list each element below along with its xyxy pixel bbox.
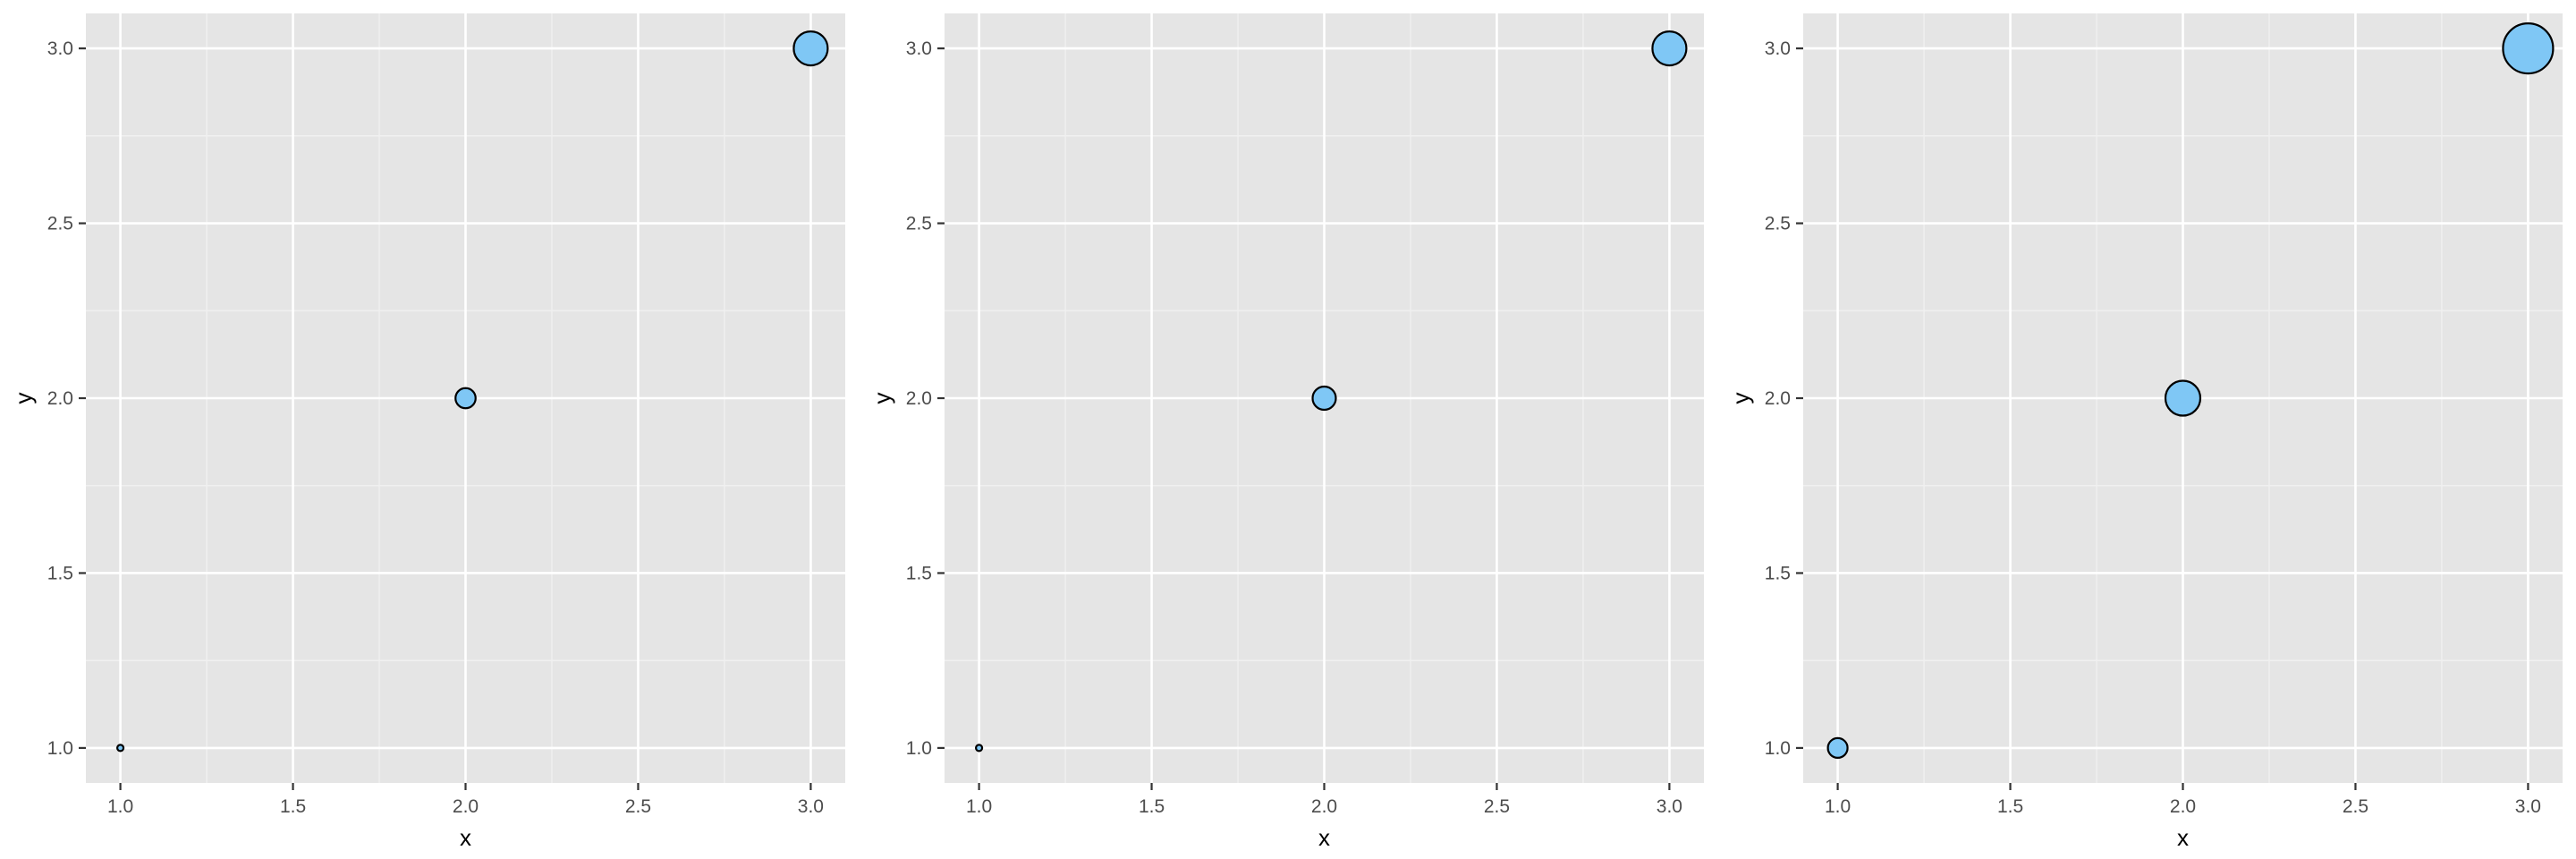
y-tick-label: 3.0 (906, 38, 932, 59)
y-tick-label: 1.5 (906, 563, 932, 583)
scatter-point-1 (974, 744, 984, 753)
y-tick-label: 2.5 (906, 214, 932, 234)
x-tick-label: 3.0 (1657, 796, 1682, 817)
x-tick-label: 1.0 (107, 796, 133, 817)
y-tick-label: 1.0 (47, 738, 73, 759)
x-tick-label: 2.5 (2343, 796, 2368, 817)
y-tick-label: 2.5 (1765, 214, 1791, 234)
scatter-point-3 (792, 30, 829, 67)
y-tick-label: 1.5 (1765, 563, 1791, 583)
y-tick-label: 1.5 (47, 563, 73, 583)
x-axis-title: x (1318, 824, 1330, 851)
y-tick-label: 3.0 (47, 38, 73, 59)
y-tick-label: 1.0 (1765, 738, 1791, 759)
scatter-point-3 (1651, 30, 1688, 67)
y-tick-label: 2.0 (47, 388, 73, 409)
x-tick-label: 1.5 (280, 796, 306, 817)
y-tick-label: 3.0 (1765, 38, 1791, 59)
x-tick-label: 1.5 (1997, 796, 2023, 817)
scatter-point-1 (115, 744, 125, 753)
x-tick-label: 2.5 (625, 796, 651, 817)
x-tick-label: 1.5 (1139, 796, 1165, 817)
x-tick-label: 3.0 (798, 796, 824, 817)
chart-panel-1: 1.0 1.5 2.0 2.5 3.0 1.0 1.5 2.0 2.5 3.0 x y (10, 13, 845, 851)
scatter-point-3 (2502, 21, 2555, 75)
x-tick-label: 1.0 (966, 796, 992, 817)
scatter-point-2 (2164, 379, 2202, 417)
scatter-point-2 (454, 387, 477, 410)
x-tick-label: 2.0 (1311, 796, 1337, 817)
chart-panel-3: 1.0 1.5 2.0 2.5 3.0 1.0 1.5 2.0 2.5 3.0 x y (1727, 13, 2563, 851)
x-tick-label: 2.0 (453, 796, 479, 817)
x-axis-title: x (460, 824, 471, 851)
y-tick-label: 1.0 (906, 738, 932, 759)
chart-panel-2: 1.0 1.5 2.0 2.5 3.0 1.0 1.5 2.0 2.5 3.0 x y (869, 13, 1704, 851)
y-axis-title: y (869, 393, 895, 404)
x-tick-label: 3.0 (2515, 796, 2541, 817)
y-axis-title: y (10, 393, 37, 404)
x-tick-label: 2.5 (1484, 796, 1510, 817)
y-tick-label: 2.5 (47, 214, 73, 234)
y-tick-label: 2.0 (1765, 388, 1791, 409)
scatter-point-1 (1826, 736, 1849, 760)
y-axis-title: y (1727, 393, 1754, 404)
x-tick-label: 1.0 (1825, 796, 1851, 817)
x-tick-label: 2.0 (2170, 796, 2196, 817)
scatter-point-2 (1311, 385, 1337, 412)
y-tick-label: 2.0 (906, 388, 932, 409)
x-axis-title: x (2177, 824, 2189, 851)
